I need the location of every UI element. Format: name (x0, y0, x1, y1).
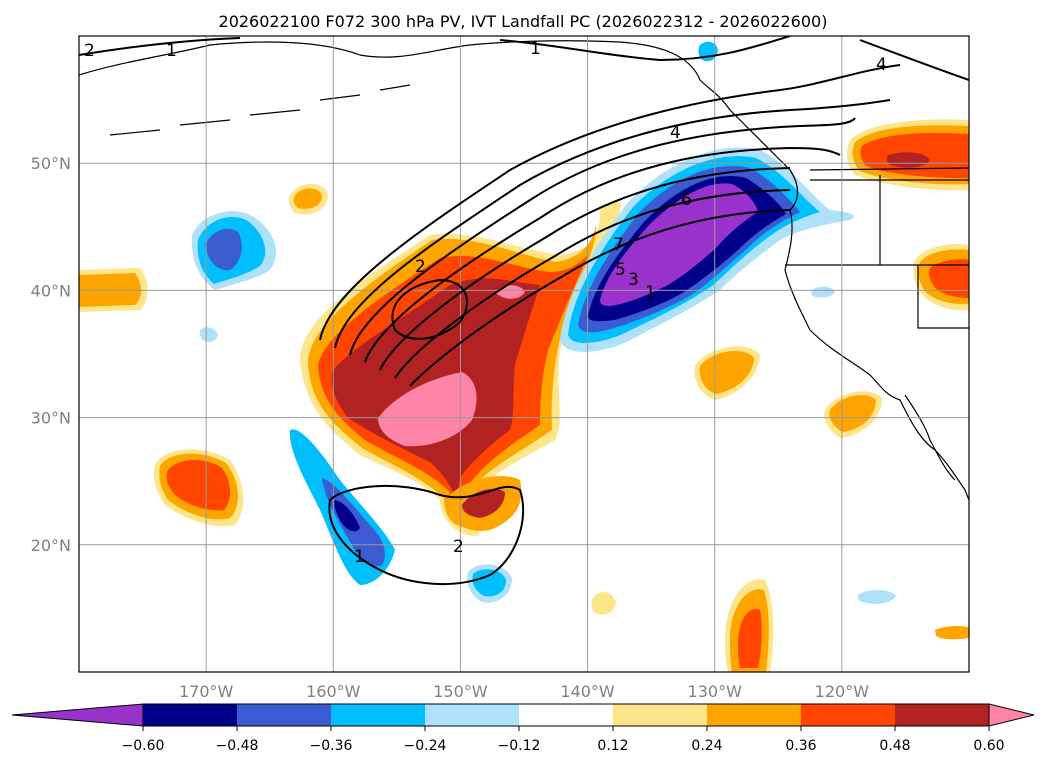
pv-negative-subtropical-3 (334, 500, 360, 532)
colorbar-segment (237, 704, 332, 726)
x-tick-label: 160°W (306, 682, 361, 701)
pv-negative-small-2 (199, 327, 218, 343)
colorbar: −0.60 −0.48 −0.36 −0.24 −0.12 0.12 0.24 0.36 0.4… (11, 703, 1035, 754)
y-tick-label: 40°N (31, 281, 71, 300)
contour-label: 5 (615, 260, 626, 280)
colorbar-tick-label: −0.48 (216, 738, 259, 754)
colorbar-tick-label: 0.48 (879, 738, 910, 754)
state-border-1 (785, 175, 969, 329)
ivt-contour-north (79, 36, 969, 81)
colorbar-extend-low (11, 703, 144, 727)
ivt-contour-4 (364, 146, 841, 363)
pv-negative-small-4 (811, 286, 835, 298)
pv-positive-small-1b (293, 188, 322, 209)
aleutians (109, 84, 411, 136)
pv-negative-core (600, 183, 758, 306)
contour-label: 2 (453, 537, 464, 557)
colorbar-segment (519, 704, 614, 726)
x-tick-labels: 170°W 160°W 150°W 140°W 130°W 120°W (179, 682, 869, 701)
colorbar-segment (143, 704, 238, 726)
ivt-contour-7 (409, 209, 791, 387)
gridlines (79, 36, 969, 672)
ivt-contour-5 (379, 167, 791, 371)
pv-positive-east-1b (699, 351, 754, 394)
ivt-contour-loop (391, 278, 469, 340)
pv-positive-small-2 (591, 591, 616, 615)
x-tick-label: 170°W (179, 682, 234, 701)
colorbar-tick-label: −0.24 (404, 738, 447, 754)
ivt-contour-3 (349, 117, 856, 356)
colorbar-extend-high (988, 703, 1035, 727)
pv-positive-east-2b (829, 395, 876, 432)
pv-negative-west-3 (205, 228, 242, 271)
ivt-contour-6 (394, 189, 791, 379)
pv-positive-small-3 (935, 625, 969, 640)
contour-label: 7 (613, 235, 624, 255)
colorbar-tick-label: −0.12 (498, 738, 541, 754)
y-tick-labels: 20°N 30°N 40°N 50°N (31, 154, 71, 555)
ivt-contour-1 (319, 64, 901, 341)
contour-label: 1 (166, 41, 177, 61)
contour-label: 2 (84, 41, 95, 61)
x-tick-label: 120°W (815, 682, 870, 701)
pv-positive-core (378, 372, 477, 447)
colorbar-segment (801, 704, 896, 726)
contour-label: 1 (354, 547, 365, 567)
pv-negative-small-3 (857, 589, 896, 604)
coastlines (79, 40, 969, 501)
x-tick-label: 140°W (560, 682, 615, 701)
colorbar-segment (425, 704, 520, 726)
contour-labels: 2 1 1 4 4 6 7 5 3 1 2 2 1 (84, 39, 887, 567)
contour-label: 6 (681, 190, 692, 210)
colorbar-tick-label: 0.24 (691, 738, 722, 754)
y-tick-label: 50°N (31, 154, 71, 173)
x-tick-label: 150°W (433, 682, 488, 701)
colorbar-tick-label: 0.12 (597, 738, 628, 754)
contour-label: 1 (645, 283, 656, 303)
y-tick-label: 30°N (31, 409, 71, 428)
alaska-coast (79, 40, 799, 211)
contour-label: 4 (876, 55, 887, 75)
pv-positive-southwest-us-c (929, 259, 969, 298)
x-tick-label: 130°W (688, 682, 743, 701)
contour-label: 2 (415, 257, 426, 277)
colorbar-segment (613, 704, 708, 726)
chart-title: 2026022100 F072 300 hPa PV, IVT Landfall… (219, 12, 828, 31)
contour-label: 4 (670, 123, 681, 143)
pv-negative-hawaii-b (472, 569, 506, 597)
pv-positive-nw-america-d (886, 152, 930, 168)
colorbar-tick-label: 0.60 (973, 738, 1004, 754)
ivt-contour-2 (334, 99, 891, 349)
colorbar-segment (895, 704, 990, 726)
contour-label: 1 (530, 39, 541, 59)
ivt-contour-south (328, 485, 525, 585)
map-frame (78, 35, 970, 673)
y-tick-label: 20°N (31, 536, 71, 555)
colorbar-tick-label: −0.36 (310, 738, 353, 754)
colorbar-segment (331, 704, 426, 726)
colorbar-segment (707, 704, 802, 726)
canada-border (809, 167, 969, 171)
colorbar-frame (142, 703, 990, 727)
contour-label: 3 (628, 270, 639, 290)
pv-positive-west-3 (166, 459, 231, 511)
colorbar-tick-label: 0.36 (785, 738, 816, 754)
baja-coast (904, 394, 956, 481)
ivt-contours (79, 36, 969, 585)
pv-positive-south-c (738, 608, 762, 668)
colorbar-tick-label: −0.60 (122, 738, 165, 754)
